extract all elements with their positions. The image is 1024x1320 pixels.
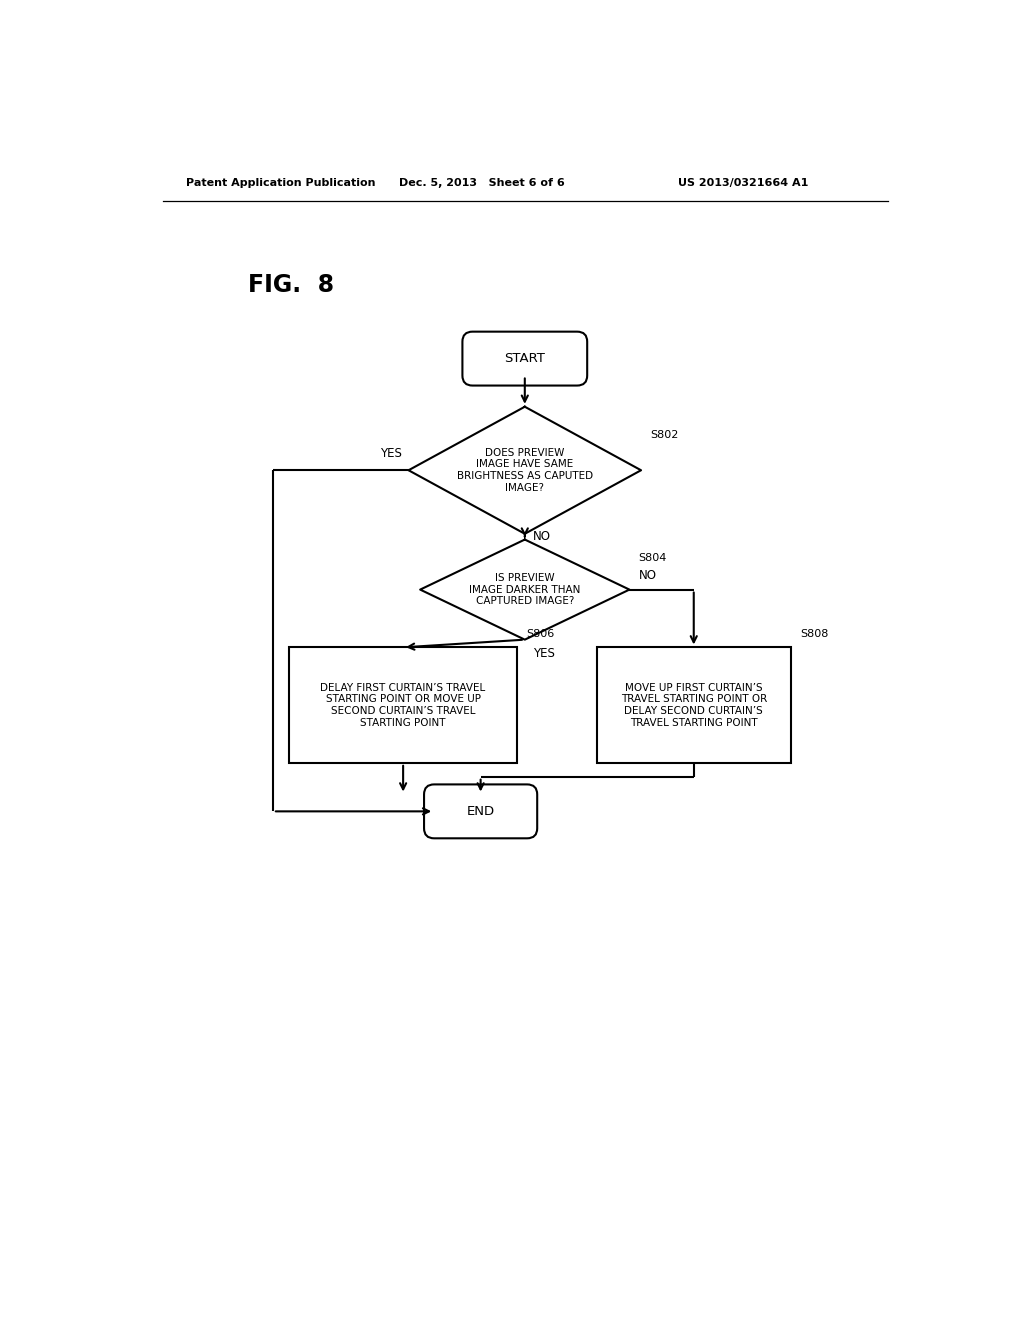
Text: S808: S808 bbox=[800, 630, 828, 639]
FancyBboxPatch shape bbox=[463, 331, 587, 385]
Polygon shape bbox=[409, 407, 641, 533]
Text: Patent Application Publication: Patent Application Publication bbox=[186, 178, 376, 187]
Bar bbox=[289, 647, 517, 763]
Text: Dec. 5, 2013   Sheet 6 of 6: Dec. 5, 2013 Sheet 6 of 6 bbox=[399, 178, 565, 187]
FancyBboxPatch shape bbox=[424, 784, 538, 838]
Text: IS PREVIEW
IMAGE DARKER THAN
CAPTURED IMAGE?: IS PREVIEW IMAGE DARKER THAN CAPTURED IM… bbox=[469, 573, 581, 606]
Text: DELAY FIRST CURTAIN’S TRAVEL
STARTING POINT OR MOVE UP
SECOND CURTAIN’S TRAVEL
S: DELAY FIRST CURTAIN’S TRAVEL STARTING PO… bbox=[321, 682, 485, 727]
Text: US 2013/0321664 A1: US 2013/0321664 A1 bbox=[678, 178, 809, 187]
Text: START: START bbox=[505, 352, 545, 366]
Text: YES: YES bbox=[381, 447, 402, 461]
Text: YES: YES bbox=[532, 647, 554, 660]
Text: NO: NO bbox=[532, 531, 551, 543]
Text: MOVE UP FIRST CURTAIN’S
TRAVEL STARTING POINT OR
DELAY SECOND CURTAIN’S
TRAVEL S: MOVE UP FIRST CURTAIN’S TRAVEL STARTING … bbox=[621, 682, 767, 727]
Polygon shape bbox=[420, 540, 630, 640]
Text: NO: NO bbox=[639, 569, 656, 582]
Text: END: END bbox=[467, 805, 495, 818]
Text: S802: S802 bbox=[650, 430, 679, 440]
Text: S806: S806 bbox=[526, 630, 555, 639]
Text: S804: S804 bbox=[639, 553, 667, 562]
Bar bbox=[597, 647, 791, 763]
Text: FIG.  8: FIG. 8 bbox=[248, 273, 334, 297]
Text: DOES PREVIEW
IMAGE HAVE SAME
BRIGHTNESS AS CAPUTED
IMAGE?: DOES PREVIEW IMAGE HAVE SAME BRIGHTNESS … bbox=[457, 447, 593, 492]
